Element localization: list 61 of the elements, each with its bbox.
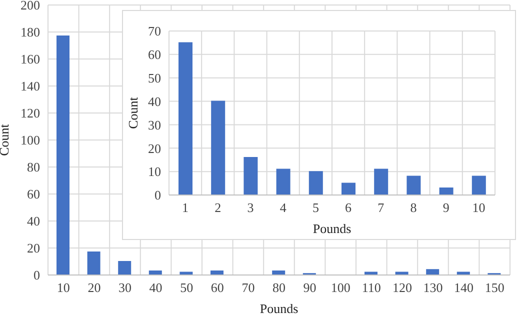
x-tick-label: 90: [303, 280, 316, 296]
y-tick-label: 60: [148, 47, 161, 62]
x-tick-label: 7: [378, 200, 385, 216]
bar: [244, 157, 258, 195]
y-tick-label: 50: [148, 70, 161, 86]
bar: [178, 42, 192, 195]
y-tick-label: 200: [20, 0, 40, 13]
x-tick-label: 9: [442, 200, 450, 216]
bar: [426, 269, 440, 275]
x-tick-label: 70: [242, 280, 255, 296]
x-tick-label: 20: [88, 280, 101, 296]
x-tick-label: 6: [345, 200, 352, 216]
x-axis-title: Pounds: [260, 301, 298, 316]
y-axis-title: Count: [0, 124, 12, 156]
x-tick-label: 130: [423, 280, 443, 296]
y-tick-label: 0: [154, 188, 161, 203]
y-tick-label: 140: [20, 78, 40, 94]
y-tick-label: 40: [27, 214, 40, 229]
x-tick-label: 150: [484, 280, 504, 296]
bar: [472, 176, 486, 195]
x-tick-label: 60: [210, 280, 224, 296]
x-axis-title: Pounds: [312, 221, 352, 236]
bar: [342, 182, 356, 195]
bar: [374, 168, 388, 195]
x-tick-label: 2: [214, 200, 222, 216]
y-tick-label: 0: [34, 268, 40, 283]
y-tick-label: 70: [148, 24, 161, 39]
bar: [439, 187, 454, 195]
bar: [56, 36, 70, 275]
x-tick-label: 140: [454, 280, 474, 296]
bar: [87, 252, 100, 275]
x-tick-label: 8: [410, 200, 417, 216]
x-tick-label: 10: [56, 280, 70, 296]
x-tick-label: 10: [472, 200, 486, 216]
y-tick-label: 80: [27, 160, 40, 175]
y-tick-label: 40: [148, 94, 161, 109]
y-tick-label: 60: [27, 186, 40, 202]
x-tick-label: 4: [280, 200, 287, 216]
y-tick-label: 120: [20, 106, 40, 121]
x-tick-label: 1: [182, 200, 189, 216]
y-tick-label: 20: [27, 240, 40, 256]
bar: [276, 168, 290, 195]
y-tick-label: 20: [148, 140, 161, 156]
bar: [211, 100, 226, 195]
y-tick-label: 180: [20, 24, 40, 40]
x-tick-label: 3: [247, 200, 254, 216]
x-tick-label: 80: [272, 280, 286, 296]
bar: [406, 176, 421, 195]
x-tick-label: 110: [362, 280, 381, 296]
x-tick-label: 30: [118, 280, 132, 296]
x-tick-label: 100: [330, 280, 350, 296]
x-tick-label: 50: [180, 280, 194, 296]
y-tick-label: 30: [148, 117, 161, 132]
x-tick-label: 5: [312, 200, 319, 216]
bar: [118, 261, 132, 275]
x-tick-label: 120: [392, 280, 412, 296]
bar: [308, 171, 323, 195]
y-axis-title: Count: [126, 96, 141, 129]
y-tick-label: 100: [20, 132, 40, 148]
y-tick-label: 160: [20, 52, 40, 67]
y-tick-label: 10: [148, 164, 161, 180]
